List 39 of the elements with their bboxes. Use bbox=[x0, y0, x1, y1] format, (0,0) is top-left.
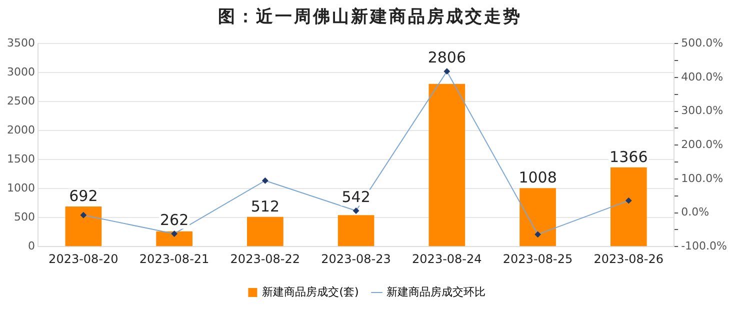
data-label: 2806 bbox=[428, 48, 466, 67]
legend-label: 新建商品房成交环比 bbox=[386, 285, 486, 298]
bar bbox=[610, 167, 647, 246]
data-label: 1366 bbox=[610, 148, 648, 166]
x-tick-label: 2023-08-25 bbox=[502, 252, 573, 266]
bar bbox=[520, 188, 556, 246]
y-tick-label: 2500 bbox=[6, 94, 35, 108]
y2-tick-label: 100.0% bbox=[681, 172, 724, 185]
y2-tick-label: 400.0% bbox=[681, 70, 724, 84]
y-tick-label: 1500 bbox=[6, 152, 35, 166]
x-tick-label: 2023-08-26 bbox=[594, 252, 664, 266]
data-label: 262 bbox=[160, 211, 189, 230]
y2-tick-label: -100.0% bbox=[681, 239, 728, 252]
x-tick-label: 2023-08-20 bbox=[48, 252, 118, 266]
y-tick-label: 1000 bbox=[6, 181, 35, 194]
legend-label: 新建商品房成交(套) bbox=[262, 285, 359, 298]
bar bbox=[246, 216, 284, 246]
bar bbox=[428, 84, 466, 246]
bar bbox=[65, 206, 102, 246]
x-tick-label: 2023-08-24 bbox=[412, 252, 482, 266]
x-tick-label: 2023-08-22 bbox=[230, 252, 300, 266]
y2-tick-label: 0.0% bbox=[681, 206, 710, 219]
data-label: 692 bbox=[69, 186, 98, 205]
x-tick-label: 2023-08-21 bbox=[139, 252, 210, 266]
y-tick-label: 3500 bbox=[6, 36, 35, 50]
bar bbox=[156, 231, 192, 246]
data-label: 512 bbox=[250, 197, 280, 216]
bar bbox=[338, 215, 374, 246]
y-tick-label: 500 bbox=[14, 210, 35, 224]
x-tick-label: 2023-08-23 bbox=[321, 252, 391, 266]
y-tick-label: 2000 bbox=[6, 123, 35, 136]
data-label: 1008 bbox=[518, 168, 557, 187]
y2-tick-label: 200.0% bbox=[681, 138, 724, 151]
y-tick-label: 0 bbox=[28, 239, 35, 252]
y2-tick-label: 500.0% bbox=[681, 36, 724, 50]
y-tick-label: 3000 bbox=[6, 65, 35, 78]
chart-title: 图：近一周佛山新建商品房成交走势 bbox=[217, 6, 523, 29]
y2-tick-label: 300.0% bbox=[681, 104, 724, 118]
data-label: 542 bbox=[342, 188, 370, 206]
